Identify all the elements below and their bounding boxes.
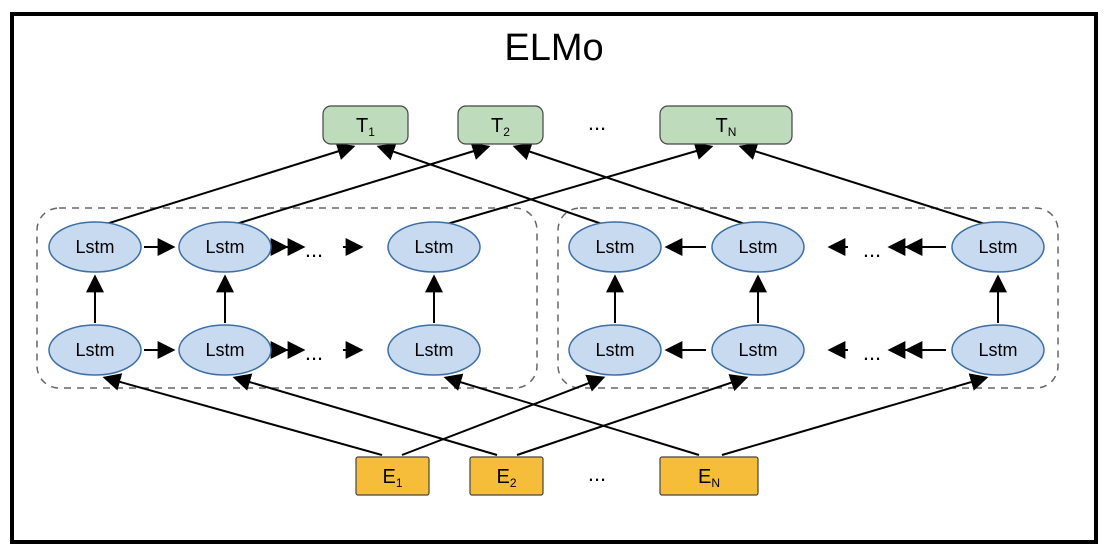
lstm-bwd_bot-1-label: Lstm xyxy=(738,340,777,360)
lstm-fwd_top-2-label: Lstm xyxy=(414,237,453,257)
arrow-inputs_to_bwd-1 xyxy=(517,378,745,455)
arrow-inputs_to_fwd-0 xyxy=(106,378,382,455)
arrow-fwd_to_outputs-2 xyxy=(447,147,710,224)
lstm-ellipsis-0: ... xyxy=(305,237,323,262)
lstm-fwd_top-1-label: Lstm xyxy=(205,237,244,257)
lstm-fwd_top-0-label: Lstm xyxy=(75,237,114,257)
lstm-bwd_bot-0-label: Lstm xyxy=(595,340,634,360)
lstm-fwd_bot-1-label: Lstm xyxy=(205,340,244,360)
lstm-bwd_bot-2-label: Lstm xyxy=(978,340,1017,360)
lstm-fwd_bot-0-label: Lstm xyxy=(75,340,114,360)
arrow-fwd_to_outputs-0 xyxy=(106,147,352,224)
arrow-inputs_to_fwd-1 xyxy=(236,378,497,455)
output-ellipsis: ... xyxy=(588,110,606,135)
input-ellipsis: ... xyxy=(588,461,606,486)
arrow-bwd_to_outputs-2 xyxy=(742,147,985,224)
lstm-bwd_top-0-label: Lstm xyxy=(595,237,634,257)
arrow-fwd_to_outputs-1 xyxy=(236,147,487,224)
outer-border xyxy=(12,14,1096,542)
lstm-ellipsis-2: ... xyxy=(863,237,881,262)
lstm-ellipsis-3: ... xyxy=(863,340,881,365)
arrow-bwd_to_outputs-0 xyxy=(380,147,602,224)
lstm-fwd_bot-2-label: Lstm xyxy=(414,340,453,360)
diagram-title: ELMo xyxy=(504,27,603,69)
lstm-bwd_top-2-label: Lstm xyxy=(978,237,1017,257)
elmo-diagram: ELMo Lstm Lstm Lstm Lstm Lstm Lstm Lstm Lstm Lstm… xyxy=(0,0,1108,556)
lstm-bwd_top-1-label: Lstm xyxy=(738,237,777,257)
arrow-bwd_to_outputs-1 xyxy=(516,147,745,224)
arrow-inputs_to_bwd-2 xyxy=(722,378,985,455)
lstm-ellipsis-1: ... xyxy=(305,340,323,365)
